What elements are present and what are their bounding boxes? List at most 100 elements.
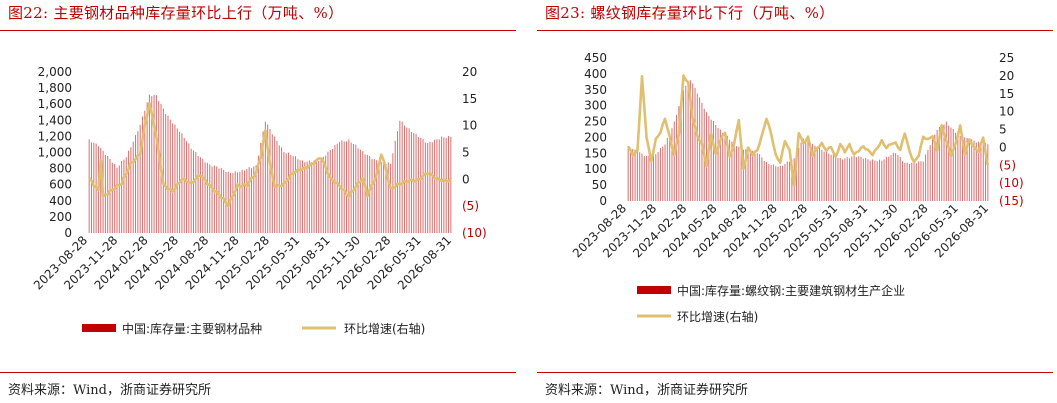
inventory-bar <box>701 102 703 201</box>
inventory-bar <box>204 162 206 233</box>
inventory-bar <box>689 80 691 201</box>
inventory-bar <box>206 162 208 233</box>
inventory-bar <box>255 165 257 233</box>
inventory-bar <box>784 163 786 201</box>
inventory-bar <box>420 137 422 233</box>
inventory-bar <box>652 153 655 201</box>
figure-title: 图22: 主要钢材品种库存量环比上行（万吨、%） <box>8 4 344 22</box>
inventory-bar <box>146 102 148 233</box>
inventory-bar <box>190 148 192 233</box>
inventory-bar <box>116 167 118 233</box>
legend-label: 环比增速(右轴) <box>344 321 425 336</box>
y-left-tick-label: 1,200 <box>38 129 72 143</box>
inventory-bar <box>441 136 443 233</box>
inventory-bar <box>373 159 375 233</box>
source-note: 资料来源：Wind，浙商证券研究所 <box>8 383 211 398</box>
inventory-bar <box>862 158 864 201</box>
inventory-bar <box>844 158 846 201</box>
inventory-bar <box>885 156 887 201</box>
inventory-bar <box>897 155 899 201</box>
y-left-tick-label: 1,600 <box>38 97 72 111</box>
inventory-bar <box>807 141 809 201</box>
inventory-bar <box>906 162 908 201</box>
inventory-bar <box>90 142 92 233</box>
inventory-bar <box>913 162 915 201</box>
inventory-bar <box>646 155 648 201</box>
inventory-bar <box>262 131 264 233</box>
inventory-bar <box>812 143 814 201</box>
y-left-tick-label: 0 <box>599 194 607 208</box>
inventory-bar <box>832 154 834 201</box>
inventory-bar <box>904 162 906 201</box>
inventory-bar <box>676 114 678 201</box>
inventory-bar <box>789 161 791 201</box>
inventory-bar <box>202 158 204 233</box>
inventory-bar <box>137 131 139 233</box>
inventory-bar <box>371 159 373 233</box>
inventory-bar <box>696 93 698 201</box>
inventory-bar <box>403 125 405 233</box>
inventory-bar <box>786 161 788 201</box>
inventory-bar <box>308 160 310 233</box>
inventory-bar <box>139 124 141 233</box>
inventory-bar <box>327 151 329 233</box>
inventory-bar <box>100 147 102 233</box>
inventory-bar <box>285 153 287 233</box>
inventory-bar <box>945 121 947 201</box>
inventory-bar <box>248 167 250 233</box>
inventory-bar <box>199 157 201 233</box>
inventory-bar <box>768 163 770 201</box>
inventory-bar <box>922 161 924 201</box>
inventory-bar <box>641 153 643 201</box>
inventory-bar <box>955 132 957 201</box>
inventory-bar <box>401 121 403 233</box>
inventory-bar <box>264 121 266 233</box>
inventory-bar <box>802 138 804 201</box>
inventory-bar <box>380 161 382 233</box>
inventory-bar <box>925 154 927 201</box>
inventory-bar <box>782 165 784 201</box>
inventory-bar <box>195 151 197 233</box>
inventory-bar <box>336 143 338 233</box>
inventory-bar <box>209 164 211 233</box>
y-left-tick-label: 1,000 <box>38 146 72 160</box>
inventory-bar <box>717 128 719 201</box>
inventory-bar <box>664 144 666 201</box>
y-right-tick-label: (15) <box>999 194 1024 208</box>
inventory-bar <box>269 128 271 233</box>
y-right-tick-label: 15 <box>999 87 1014 101</box>
inventory-bar <box>761 157 763 201</box>
y-right-tick-label: (10) <box>462 226 487 240</box>
mom-growth-line <box>88 101 452 208</box>
inventory-bar <box>971 139 973 201</box>
inventory-bar <box>659 148 661 201</box>
inventory-bar <box>819 147 821 201</box>
inventory-bar <box>902 161 904 201</box>
inventory-bar <box>311 161 313 233</box>
inventory-bar <box>392 153 394 233</box>
inventory-bar <box>959 136 961 201</box>
inventory-bar <box>362 151 364 233</box>
inventory-bar <box>246 169 248 233</box>
inventory-bar <box>241 169 243 233</box>
inventory-bar <box>443 137 445 233</box>
inventory-bar <box>292 156 294 233</box>
inventory-bar <box>348 139 350 233</box>
inventory-bar <box>678 106 680 201</box>
inventory-bar <box>770 165 772 201</box>
inventory-bar <box>892 152 894 201</box>
inventory-bar <box>325 155 327 233</box>
inventory-bar <box>359 149 361 233</box>
inventory-bar <box>890 155 892 201</box>
inventory-bar <box>929 145 931 201</box>
inventory-bar <box>742 149 744 201</box>
inventory-bar <box>869 160 871 201</box>
inventory-bar <box>842 159 844 201</box>
inventory-bar <box>413 133 415 233</box>
source-divider <box>0 372 516 373</box>
y-right-tick-label: 0 <box>462 172 470 186</box>
inventory-bar <box>167 115 169 233</box>
inventory-bar <box>111 162 113 233</box>
inventory-bar <box>176 128 178 233</box>
inventory-bar <box>978 141 980 201</box>
